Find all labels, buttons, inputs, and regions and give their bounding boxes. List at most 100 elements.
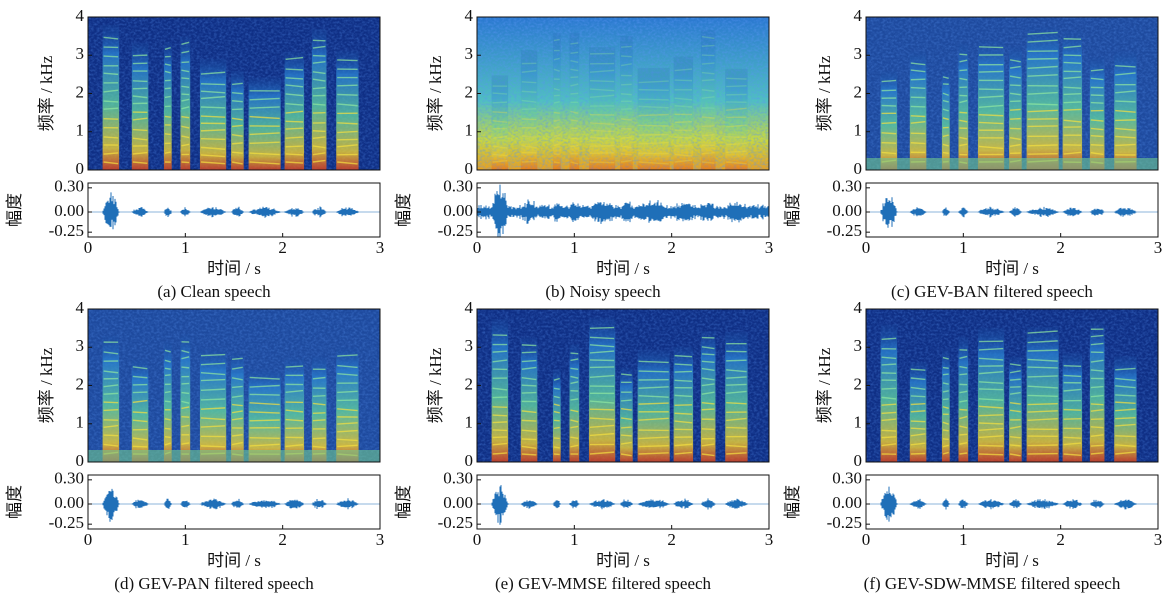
harmonic xyxy=(164,400,171,403)
harmonic xyxy=(232,92,243,95)
harmonic xyxy=(570,83,579,87)
x-tick-label: 3 xyxy=(376,530,385,549)
harmonic xyxy=(200,362,226,366)
harmonic xyxy=(959,53,968,56)
harmonic xyxy=(337,59,358,62)
harmonic xyxy=(701,116,715,119)
harmonic xyxy=(312,71,326,75)
harmonic xyxy=(1027,375,1058,378)
syllable xyxy=(311,28,327,170)
harmonic xyxy=(570,76,579,79)
harmonic xyxy=(200,371,226,376)
y-tick-label: 0.30 xyxy=(832,177,862,196)
harmonic xyxy=(978,114,1004,117)
harmonic xyxy=(312,78,326,82)
syllable xyxy=(958,336,969,462)
harmonic xyxy=(553,143,560,147)
y-tick-label: -0.25 xyxy=(827,513,862,532)
y-tick-label: -0.25 xyxy=(827,221,862,240)
waveform-frame xyxy=(87,474,381,530)
harmonic xyxy=(521,81,537,84)
harmonic xyxy=(492,135,508,139)
x-axis-label: 时间 / s xyxy=(596,551,650,570)
y-tick-label: 1 xyxy=(76,413,85,432)
harmonic xyxy=(521,69,537,73)
harmonic xyxy=(1010,117,1021,120)
harmonic xyxy=(181,349,190,354)
harmonic xyxy=(978,414,1004,417)
harmonic xyxy=(103,36,119,40)
harmonic xyxy=(978,104,1004,109)
harmonic xyxy=(1010,444,1021,447)
harmonic xyxy=(181,50,190,54)
harmonic xyxy=(337,84,358,87)
harmonic xyxy=(103,443,119,447)
harmonic xyxy=(103,161,119,165)
harmonic xyxy=(638,105,669,109)
x-tick-label: 1 xyxy=(181,238,190,257)
harmonic xyxy=(521,145,537,149)
harmonic xyxy=(132,411,148,414)
harmonic xyxy=(103,401,119,404)
harmonic xyxy=(621,93,632,96)
harmonic xyxy=(959,390,968,394)
syllable xyxy=(180,333,191,462)
harmonic xyxy=(570,358,579,362)
waveform-frame xyxy=(865,182,1159,238)
syllable xyxy=(102,24,120,170)
harmonic xyxy=(1115,143,1136,147)
syllable xyxy=(284,357,305,462)
syllable xyxy=(569,344,580,462)
harmonic xyxy=(910,62,926,66)
harmonic xyxy=(620,441,632,445)
harmonic xyxy=(231,395,243,398)
harmonic xyxy=(337,122,358,125)
x-tick-label: 2 xyxy=(1056,530,1065,549)
harmonic xyxy=(942,151,949,154)
harmonic xyxy=(978,405,1004,409)
harmonic xyxy=(181,135,190,139)
harmonic xyxy=(881,387,897,390)
x-axis-label: 时间 / s xyxy=(207,551,261,570)
harmonic xyxy=(103,136,119,139)
harmonic xyxy=(570,51,579,55)
x-tick-label: 1 xyxy=(570,238,579,257)
waveform-frame xyxy=(87,182,381,238)
harmonic xyxy=(1009,363,1021,367)
harmonic xyxy=(674,153,693,157)
harmonic xyxy=(231,417,243,421)
spectrogram-image xyxy=(866,309,1158,462)
harmonic xyxy=(701,408,715,411)
harmonic xyxy=(1063,86,1082,89)
y-tick-label: 1 xyxy=(854,413,863,432)
harmonic xyxy=(232,151,243,154)
y-tick-label: 1 xyxy=(465,121,474,140)
harmonic xyxy=(1115,109,1136,113)
harmonic xyxy=(978,70,1004,73)
y-tick-label: 0 xyxy=(76,159,85,178)
harmonic xyxy=(978,145,1004,150)
harmonic xyxy=(285,103,304,106)
spectrogram-image xyxy=(866,17,1158,170)
harmonic xyxy=(181,61,190,64)
harmonic xyxy=(249,97,280,101)
harmonic xyxy=(232,124,243,128)
y-tick-label: 0.30 xyxy=(54,177,84,196)
harmonic xyxy=(726,124,747,128)
caption: (c) GEV-BAN filtered speech xyxy=(891,282,1093,301)
y-tick-label: 4 xyxy=(465,298,474,317)
harmonic xyxy=(521,410,537,414)
harmonic xyxy=(103,424,119,429)
harmonic xyxy=(701,401,715,405)
harmonic xyxy=(701,360,715,364)
harmonic xyxy=(978,381,1004,385)
spectrogram-image xyxy=(477,17,769,170)
harmonic xyxy=(959,77,968,81)
spectrogram xyxy=(865,16,1159,171)
harmonic xyxy=(942,390,949,393)
x-tick-label: 3 xyxy=(376,238,385,257)
syllable xyxy=(491,75,509,170)
harmonic xyxy=(521,453,537,456)
y-axis-label: 频率 / kHz xyxy=(37,55,56,131)
harmonic xyxy=(164,436,171,439)
